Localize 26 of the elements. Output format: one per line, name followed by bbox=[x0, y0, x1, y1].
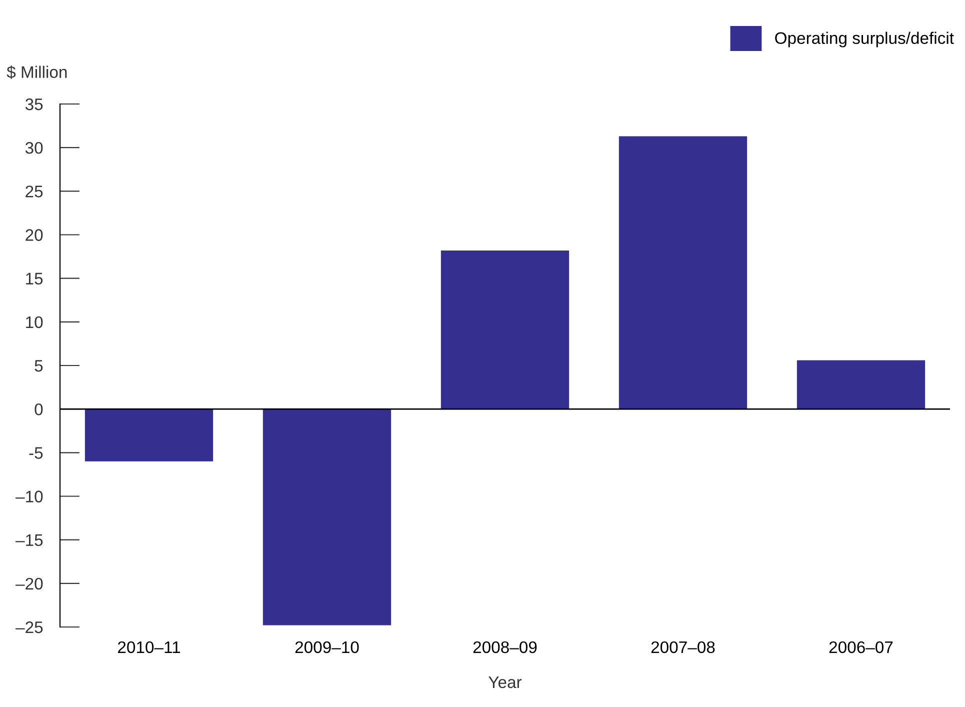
y-axis-title: $ Million bbox=[6, 66, 67, 80]
x-axis-title: Year bbox=[488, 676, 522, 688]
bar bbox=[84, 409, 214, 462]
bar bbox=[618, 136, 748, 410]
x-tick-label: 2007–08 bbox=[651, 641, 715, 654]
x-tick-label: 2008–09 bbox=[473, 641, 537, 654]
y-tick-label: 0 bbox=[34, 403, 43, 416]
x-tick-label: 2010–11 bbox=[118, 641, 180, 654]
bar bbox=[796, 360, 926, 410]
y-tick-label: 25 bbox=[26, 186, 43, 198]
y-tick-label: 35 bbox=[25, 98, 43, 110]
x-tick-label: 2009–10 bbox=[295, 641, 359, 654]
bar bbox=[262, 409, 392, 626]
y-tick-label: 5 bbox=[34, 360, 43, 372]
x-tick-label: 2006–07 bbox=[829, 641, 893, 654]
y-tick-label: 30 bbox=[25, 142, 43, 154]
legend-label: Operating surplus/deficit bbox=[775, 32, 954, 48]
y-tick-label: 20 bbox=[26, 229, 43, 241]
y-tick-label: –20 bbox=[16, 578, 43, 590]
y-tick-label: –10 bbox=[16, 490, 43, 502]
y-tick-label: 10 bbox=[26, 316, 43, 328]
y-tick-label: 15 bbox=[26, 272, 43, 285]
y-tick-label: -5 bbox=[29, 447, 43, 459]
bar bbox=[440, 250, 570, 410]
y-tick-label: –25 bbox=[16, 621, 43, 634]
y-tick-label: –15 bbox=[16, 534, 43, 546]
